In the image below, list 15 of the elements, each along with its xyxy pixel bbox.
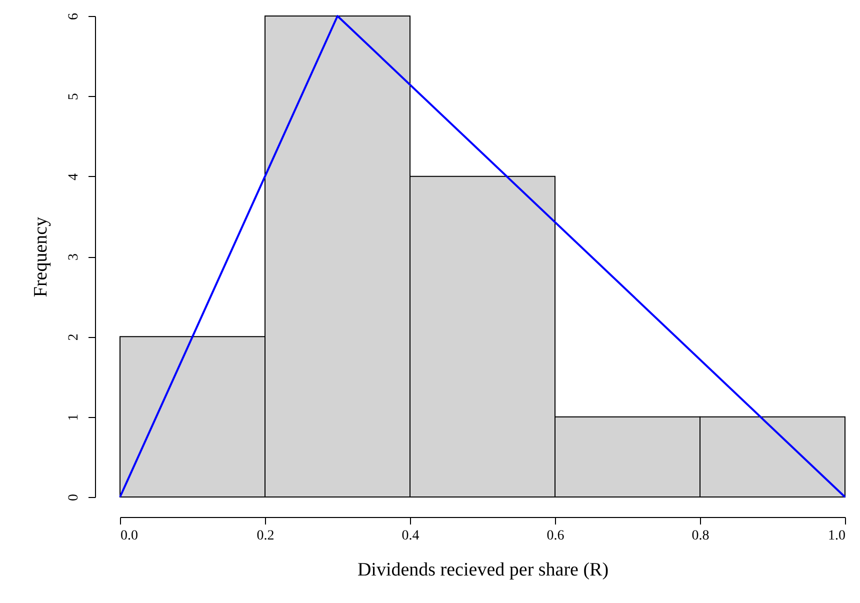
y-tick-label: 6 <box>66 13 82 20</box>
x-tick-label: 1.0 <box>828 528 846 544</box>
y-tick-label: 1 <box>66 414 82 421</box>
y-tick-label: 3 <box>66 254 82 260</box>
x-tick-label: 0.2 <box>256 528 274 544</box>
y-tick-label: 2 <box>66 334 82 341</box>
y-axis-title: Frequency <box>30 216 52 298</box>
y-tick-label: 0 <box>66 494 82 501</box>
x-tick-label: 0.6 <box>546 528 564 544</box>
x-axis-title: Dividends recieved per share (R) <box>357 560 609 580</box>
x-tick-label: 0.8 <box>692 528 710 544</box>
x-tick-label: 0.0 <box>120 528 138 544</box>
y-tick-label: 5 <box>66 93 82 100</box>
y-tick-label: 4 <box>66 173 82 180</box>
x-tick-label: 0.4 <box>402 528 420 544</box>
